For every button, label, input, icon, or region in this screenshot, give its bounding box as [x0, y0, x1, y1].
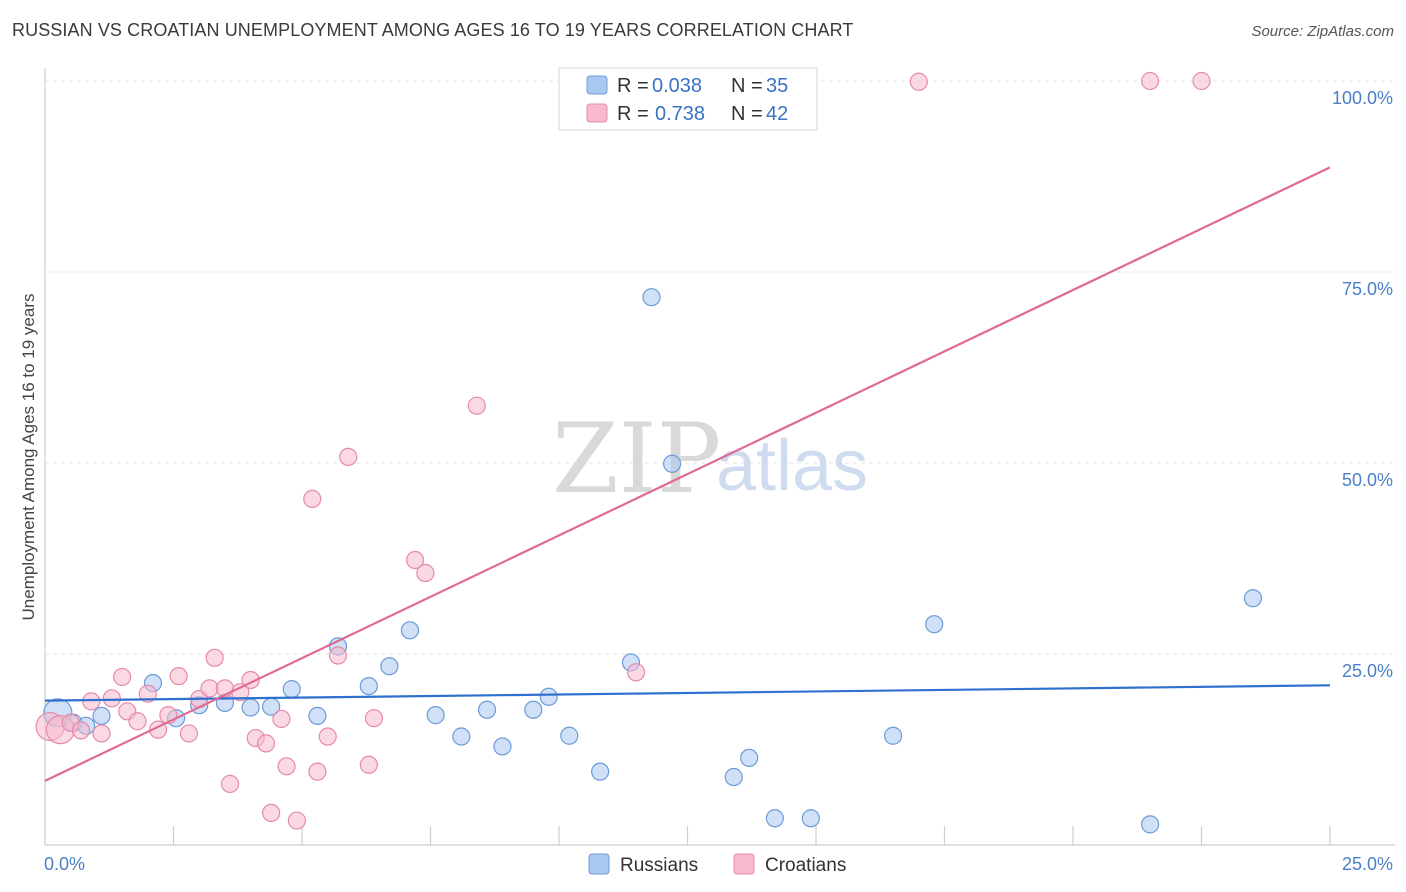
croatian-point [626, 663, 646, 682]
croatians-n-value: 42 [766, 103, 788, 125]
russians-trend-line [44, 684, 1331, 702]
croatians-series-label: Croatians [765, 855, 846, 876]
croatians-series-swatch [733, 853, 755, 875]
watermark-atlas: atlas [716, 426, 868, 506]
croatian-point [303, 489, 322, 509]
russians-series-label: Russians [620, 855, 698, 876]
croatian-point [272, 709, 291, 729]
russians-points [43, 288, 1263, 834]
chart-title: RUSSIAN VS CROATIAN UNEMPLOYMENT AMONG A… [12, 20, 854, 40]
russian-point [493, 737, 512, 756]
russian-point [724, 767, 743, 787]
russian-point [282, 680, 301, 699]
croatian-point [277, 757, 296, 776]
croatian-point [328, 646, 348, 665]
russian-point [925, 615, 944, 634]
russian-point [92, 706, 111, 725]
croatian-point [405, 550, 425, 570]
y-tick-label: 100.0% [1332, 88, 1393, 108]
croatian-point [364, 709, 384, 728]
gridlines [45, 80, 1395, 655]
russian-point [765, 809, 784, 828]
russians-r-label: R = [617, 75, 649, 97]
croatian-point [909, 72, 928, 91]
russian-point [883, 726, 903, 745]
russians-n-value: 35 [766, 75, 788, 97]
croatians-trend-line [44, 166, 1331, 782]
russian-point [400, 621, 420, 640]
croatian-point [102, 689, 121, 708]
series-legend: Russians Croatians [588, 853, 846, 876]
croatian-point [220, 774, 240, 793]
croatians-r-label: R = [617, 103, 649, 125]
croatians-r-value: 0.738 [655, 103, 705, 125]
croatian-point [169, 667, 188, 686]
croatians-legend-swatch [586, 103, 608, 123]
croatian-point [467, 396, 486, 415]
trend-lines [44, 166, 1331, 782]
croatian-point [256, 734, 276, 753]
russians-r-value: 0.038 [652, 75, 702, 97]
russian-point [359, 676, 378, 696]
russian-point [426, 706, 445, 725]
russian-point [662, 454, 682, 473]
y-tick-label: 25.0% [1342, 661, 1393, 681]
russian-point [740, 748, 759, 768]
croatian-point [205, 648, 224, 667]
stats-legend: R = 0.038 N = 35 R = 0.738 N = 42 [558, 67, 818, 131]
russian-point [539, 687, 558, 706]
russian-point [642, 288, 661, 307]
croatian-point [287, 811, 306, 830]
croatians-n-label: N = [731, 103, 763, 125]
russian-point [591, 762, 610, 781]
y-axis-label: Unemployment Among Ages 16 to 19 years [19, 294, 38, 621]
croatian-point [92, 724, 111, 743]
croatian-point [318, 727, 337, 746]
croatian-point [359, 755, 378, 774]
croatians-points [35, 71, 1211, 830]
russian-point [560, 726, 579, 745]
russian-point [380, 657, 399, 676]
russian-point [308, 706, 327, 725]
croatian-point [179, 724, 199, 743]
y-tick-labels: 25.0% 50.0% 75.0% 100.0% [1332, 88, 1393, 681]
croatian-point [82, 692, 101, 711]
x-tick-label-max: 25.0% [1342, 854, 1393, 874]
watermark-zip: ZIP [552, 403, 721, 515]
croatian-point [1192, 71, 1211, 91]
source-label: Source: ZipAtlas.com [1251, 23, 1394, 40]
russian-point [1243, 589, 1263, 608]
x-tick-label-min: 0.0% [44, 854, 85, 874]
croatian-point [308, 762, 327, 781]
croatian-point [112, 667, 132, 687]
russian-point [1140, 815, 1160, 834]
y-tick-label: 75.0% [1342, 279, 1393, 299]
russian-point [241, 698, 260, 717]
russian-point [452, 727, 471, 746]
croatian-point [339, 447, 358, 466]
y-tick-label: 50.0% [1342, 470, 1393, 490]
x-axis-ticks [172, 826, 1331, 845]
russian-point [524, 700, 543, 719]
russian-point [801, 809, 820, 828]
croatian-point [416, 563, 435, 583]
croatian-point [200, 679, 219, 698]
croatian-point [1140, 71, 1160, 91]
russian-point [477, 700, 497, 719]
croatian-point [71, 721, 91, 740]
russians-legend-swatch [586, 75, 608, 95]
croatian-point [138, 684, 157, 703]
croatian-point [128, 712, 147, 731]
russians-series-swatch [588, 853, 610, 875]
croatian-point [262, 803, 281, 823]
russians-n-label: N = [731, 75, 763, 97]
